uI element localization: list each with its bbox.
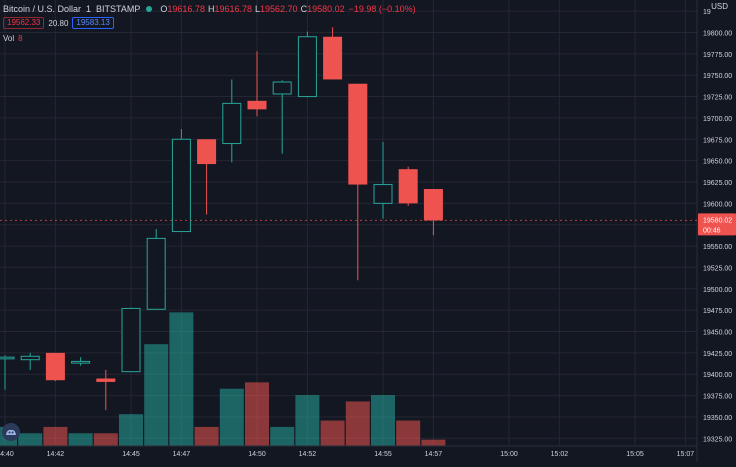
high-value: 19616.78: [214, 4, 252, 14]
candle-body: [20, 355, 40, 361]
y-tick-label: 19450.00: [703, 330, 732, 337]
volume-bar: [18, 433, 43, 446]
y-tick-label: 19500.00: [703, 287, 732, 294]
candle-body: [96, 378, 116, 382]
candle-body: [348, 83, 368, 185]
candle-body: [373, 184, 393, 204]
volume-bar: [68, 433, 93, 446]
symbol-legend[interactable]: Bitcoin / U.S. Dollar 1 BITSTAMP O 19616.…: [3, 2, 416, 16]
candle-body: [247, 100, 267, 110]
y-tick-label: 19550.00: [703, 244, 732, 251]
candle-body: [272, 81, 292, 95]
volume-bar: [270, 426, 295, 446]
y-tick-label: 19675.00: [703, 137, 732, 144]
volume-bar: [194, 426, 219, 446]
candle-body: [71, 360, 91, 364]
candle-body: [0, 356, 15, 360]
x-tick-label: 15:05: [626, 451, 644, 458]
y-tick-label: 19375.00: [703, 394, 732, 401]
candle-body: [146, 237, 166, 310]
exchange-label: BITSTAMP: [96, 4, 141, 14]
currency-label[interactable]: USD: [711, 2, 728, 11]
x-tick-label: 14:55: [374, 451, 392, 458]
volume-value: 8: [18, 34, 23, 43]
y-tick-label: 19475.00: [703, 308, 732, 315]
sell-button[interactable]: 19562.33: [3, 17, 45, 29]
open-value: 19616.78: [167, 4, 205, 14]
x-tick-label: 14:40: [0, 451, 14, 458]
x-tick-label: 15:00: [500, 451, 518, 458]
y-tick-label: 19800.00: [703, 30, 732, 37]
interval-label: 1: [86, 4, 92, 14]
trade-panel: 19562.33 20.80 19583.13: [3, 17, 114, 29]
volume-bar: [219, 388, 244, 446]
x-tick-label: 14:42: [47, 451, 65, 458]
y-tick-label: 19750.00: [703, 73, 732, 80]
x-tick-label: 14:52: [299, 451, 317, 458]
volume-bar: [320, 420, 345, 446]
close-value: 19580.02: [307, 4, 345, 14]
candle-body: [171, 138, 191, 233]
y-tick-label: 19350.00: [703, 415, 732, 422]
volume-bar: [396, 420, 421, 446]
y-tick-label: 19400.00: [703, 372, 732, 379]
candle-body: [323, 36, 343, 80]
spread-value: 20.80: [48, 18, 69, 28]
volume-bar: [169, 312, 194, 446]
volume-bar: [295, 395, 320, 446]
volume-bar: [43, 426, 68, 446]
y-tick-label: 19: [703, 9, 711, 16]
y-tick-label: 19650.00: [703, 159, 732, 166]
y-tick-label: 19775.00: [703, 52, 732, 59]
candle-body: [121, 307, 141, 373]
y-tick-label: 19325.00: [703, 436, 732, 443]
volume-bar: [421, 439, 446, 446]
y-tick-label: 19625.00: [703, 180, 732, 187]
symbol-name[interactable]: Bitcoin / U.S. Dollar: [3, 4, 82, 14]
x-tick-label: 15:07: [677, 451, 695, 458]
low-label: L: [255, 4, 261, 14]
last-price-tag: [698, 213, 736, 236]
bar-countdown: 00:46: [703, 227, 721, 234]
candle-body: [297, 36, 317, 98]
low-value: 19562.70: [260, 4, 298, 14]
x-tick-label: 14:47: [173, 451, 191, 458]
volume-bar: [245, 382, 269, 446]
y-tick-label: 19600.00: [703, 201, 732, 208]
candle-body: [398, 169, 418, 204]
y-tick-label: 19425.00: [703, 351, 732, 358]
y-tick-label: 19725.00: [703, 95, 732, 102]
candle-body: [222, 102, 242, 145]
buy-button[interactable]: 19583.13: [72, 17, 114, 29]
x-tick-label: 14:57: [425, 451, 443, 458]
x-tick-label: 15:02: [551, 451, 569, 458]
volume-bar: [345, 401, 370, 446]
y-tick-label: 19700.00: [703, 116, 732, 123]
market-status-icon[interactable]: [146, 6, 153, 12]
high-label: H: [207, 4, 215, 14]
x-tick-label: 14:45: [122, 451, 140, 458]
open-label: O: [160, 4, 168, 14]
volume-bar: [371, 395, 395, 446]
volume-bar: [144, 344, 169, 446]
volume-label: Vol: [3, 34, 15, 43]
candle-body: [423, 189, 443, 221]
y-tick-label: 19525.00: [703, 265, 732, 272]
close-label: C: [300, 4, 308, 14]
volume-legend[interactable]: Vol 8: [3, 34, 23, 43]
change-value: −19.98 (−0.10%): [348, 4, 416, 14]
candle-body: [197, 139, 217, 165]
x-tick-label: 14:50: [248, 451, 266, 458]
volume-bar: [119, 414, 143, 446]
volume-bar: [93, 433, 118, 446]
tradingview-logo-icon[interactable]: [2, 423, 20, 441]
last-price-value: 19580.02: [703, 217, 732, 224]
candle-body: [45, 352, 65, 381]
